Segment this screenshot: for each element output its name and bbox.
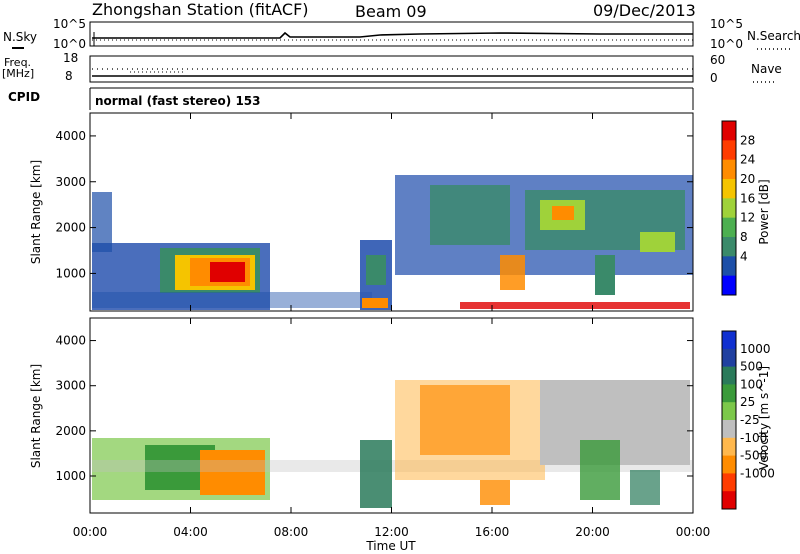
cpid-label: CPID [8,90,40,104]
power-colorbar-label: Power [dB] [757,179,771,244]
power-y-title: Slant Range [km] [29,160,43,264]
velocity-colorbar-segment [722,366,736,385]
velocity-y-title: Slant Range [km] [29,364,43,468]
velocity-colorbar-label: Velocity [m s^-1] [757,366,771,470]
power-colorbar-segment [722,217,736,238]
freq-trace [92,68,693,77]
nsearch-label: N.Search [747,29,800,43]
velocity-colorbar-segment [722,348,736,368]
power-colorbar-segment [722,121,736,141]
velocity-colorbar-tick-label: 100 [740,377,763,391]
velocity-colorbar-segment [722,455,736,474]
station-title: Zhongshan Station (fitACF) [92,0,309,19]
date-label: 09/Dec/2013 [593,1,696,20]
power-y-tick-label: 3000 [55,175,86,189]
power-colorbar-segment [722,179,736,199]
velocity-panel-data [92,380,692,508]
power-colorbar-segment [722,256,736,277]
x-tick-label: 20:00 [575,525,610,539]
velocity-colorbar: Velocity [m s^-1] 1000 500 100 25 -25 -100 -50… [721,330,775,510]
nsky-label: N.Sky [3,30,37,44]
cpid-text: normal (fast stereo) 153 [95,94,261,108]
nsearch-tick-bottom: 10^0 [710,37,743,51]
velocity-colorbar-tick-label: -25 [740,413,760,427]
nave-label: Nave [751,62,782,76]
velocity-colorbar-segment [722,437,736,457]
nave-tick-bottom: 0 [710,71,718,85]
nsearch-tick-top: 10^5 [710,17,743,31]
velocity-colorbar-tick-label: -1000 [740,466,775,480]
velocity-colorbar-segment [722,491,736,510]
power-colorbar-tick-label: 24 [740,153,755,167]
velocity-y-tick-label: 3000 [55,379,86,393]
nsky-tick-bottom: 10^0 [53,37,86,51]
x-axis-title: Time UT [365,539,416,553]
power-colorbar-segment [722,198,736,219]
power-colorbar-tick-label: 16 [740,191,755,205]
power-y-tick-label: 2000 [55,221,86,235]
nave-tick-top: 60 [710,53,725,67]
power-colorbar-segment [722,275,736,296]
power-colorbar-tick-label: 28 [740,133,755,147]
velocity-colorbar-segment [722,473,736,492]
power-colorbar-frame [721,120,737,296]
nsky-trace [92,31,693,46]
velocity-colorbar-tick-label: 500 [740,360,763,374]
velocity-colorbar-segment [722,331,736,350]
power-colorbar-tick-label: 8 [740,230,748,244]
freq-label: Freq. [4,56,31,69]
x-tick-label: 12:00 [374,525,409,539]
velocity-colorbar-tick-label: -500 [740,449,767,463]
freq-tick-top: 18 [63,51,78,65]
velocity-colorbar-segment [722,402,736,421]
power-y-tick-label: 4000 [55,129,86,143]
freq-tick-bottom: 8 [65,69,73,83]
velocity-colorbar-tick-label: 25 [740,395,755,409]
x-tick-label: 04:00 [173,525,208,539]
power-panel: Slant Range [km] 1000 2000 3000 4000 [29,112,694,312]
velocity-y-tick-label: 2000 [55,424,86,438]
power-y-tick-label: 1000 [55,266,86,280]
x-tick-label: 16:00 [475,525,510,539]
power-colorbar-segment [722,140,736,161]
power-colorbar-tick-label: 4 [740,249,748,263]
velocity-colorbar-tick-label: -100 [740,431,767,445]
beam-label: Beam 09 [355,2,427,21]
velocity-colorbar-segment [722,420,736,439]
velocity-y-tick-label: 4000 [55,334,86,348]
x-tick-label: 00:00 [676,525,711,539]
power-colorbar-tick-label: 12 [740,211,755,225]
velocity-y-tick-label: 1000 [55,469,86,483]
nsky-tick-top: 10^5 [53,17,86,31]
power-colorbar-segment [722,159,736,180]
x-tick-label: 08:00 [274,525,309,539]
velocity-colorbar-tick-label: 1000 [740,342,771,356]
power-colorbar-tick-label: 20 [740,172,755,186]
velocity-colorbar-segment [722,384,736,403]
power-panel-data [92,175,693,310]
power-colorbar: Power [dB] 28 24 20 16 12 8 4 [721,120,771,296]
freq-unit: [MHz] [2,67,34,80]
power-colorbar-segment [722,237,736,257]
velocity-panel: Slant Range [km] 1000 2000 3000 4000 [29,317,694,514]
velocity-colorbar-frame [721,330,737,510]
x-tick-label: 00:00 [73,525,108,539]
